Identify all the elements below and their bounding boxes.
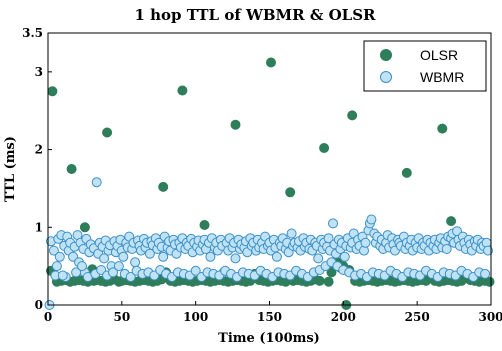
x-tick-label: 150: [257, 310, 282, 324]
data-point-olsr: [47, 86, 58, 97]
data-point-wbmr: [271, 251, 282, 262]
data-point-olsr: [102, 127, 113, 138]
data-point-olsr: [314, 275, 325, 286]
data-point-olsr: [199, 220, 210, 230]
data-point-wbmr: [328, 218, 338, 229]
data-point-wbmr: [483, 245, 493, 256]
data-point-olsr: [285, 187, 296, 198]
x-tick-label: 50: [113, 310, 130, 324]
data-point-wbmr: [366, 214, 377, 225]
x-axis: 0 50 100 150 200 250 300: [44, 301, 502, 324]
data-point-wbmr: [48, 245, 59, 256]
legend-label-olsr: OLSR: [420, 47, 458, 63]
x-tick-label: 300: [478, 310, 502, 324]
plot-frame: [47, 32, 492, 306]
legend-marker-wbmr: [380, 71, 392, 83]
data-point-wbmr: [205, 251, 216, 262]
data-point-olsr: [347, 110, 358, 121]
x-tick-label: 250: [405, 310, 430, 324]
data-point-wbmr: [230, 253, 241, 264]
data-point-olsr: [446, 216, 457, 227]
x-tick-label: 0: [44, 310, 52, 324]
data-point-wbmr: [190, 265, 201, 276]
y-tick-label: 0: [35, 298, 43, 312]
data-point-wbmr: [158, 251, 169, 262]
data-point-olsr: [177, 85, 188, 96]
data-point-wbmr: [57, 270, 68, 281]
plot-area: [44, 57, 495, 310]
data-point-olsr: [66, 164, 77, 174]
data-point-olsr: [323, 276, 334, 287]
data-point-wbmr: [71, 267, 82, 278]
y-tick-label: 3.5: [22, 26, 43, 40]
data-point-olsr: [319, 143, 330, 153]
data-point-wbmr: [54, 251, 65, 262]
data-point-wbmr: [51, 261, 62, 272]
x-tick-label: 100: [183, 310, 208, 324]
data-point-olsr: [484, 276, 495, 287]
y-axis-label: TTL (ms): [3, 136, 18, 202]
data-point-wbmr: [118, 251, 129, 262]
y-tick-label: 1: [35, 220, 43, 234]
legend-marker-olsr: [380, 49, 392, 61]
data-point-wbmr: [286, 228, 297, 239]
data-point-olsr: [79, 222, 90, 233]
data-point-olsr: [266, 57, 276, 68]
x-axis-label: Time (100ms): [218, 331, 320, 346]
y-tick-label: 3: [35, 65, 43, 79]
data-point-olsr: [437, 123, 448, 134]
data-point-wbmr: [77, 261, 87, 272]
data-point-wbmr: [108, 267, 118, 278]
data-point-wbmr: [313, 253, 324, 264]
data-point-wbmr: [99, 253, 110, 264]
legend-label-wbmr: WBMR: [420, 69, 464, 85]
data-point-wbmr: [125, 272, 136, 282]
chart-title: 1 hop TTL of WBMR & OLSR: [134, 6, 376, 24]
data-point-wbmr: [113, 261, 124, 272]
data-point-olsr: [230, 119, 241, 130]
data-point-wbmr: [441, 244, 452, 254]
data-point-olsr: [158, 181, 169, 192]
data-point-wbmr: [130, 257, 141, 268]
data-point-wbmr: [323, 233, 334, 244]
series-wbmr: [44, 177, 493, 310]
data-point-olsr: [401, 167, 412, 178]
data-point-wbmr: [339, 251, 350, 262]
x-tick-label: 200: [331, 310, 356, 324]
legend: OLSR WBMR: [363, 40, 487, 92]
data-point-wbmr: [360, 237, 371, 248]
y-tick-label: 2: [35, 143, 43, 157]
data-point-wbmr: [91, 177, 102, 188]
data-point-wbmr: [480, 268, 491, 279]
